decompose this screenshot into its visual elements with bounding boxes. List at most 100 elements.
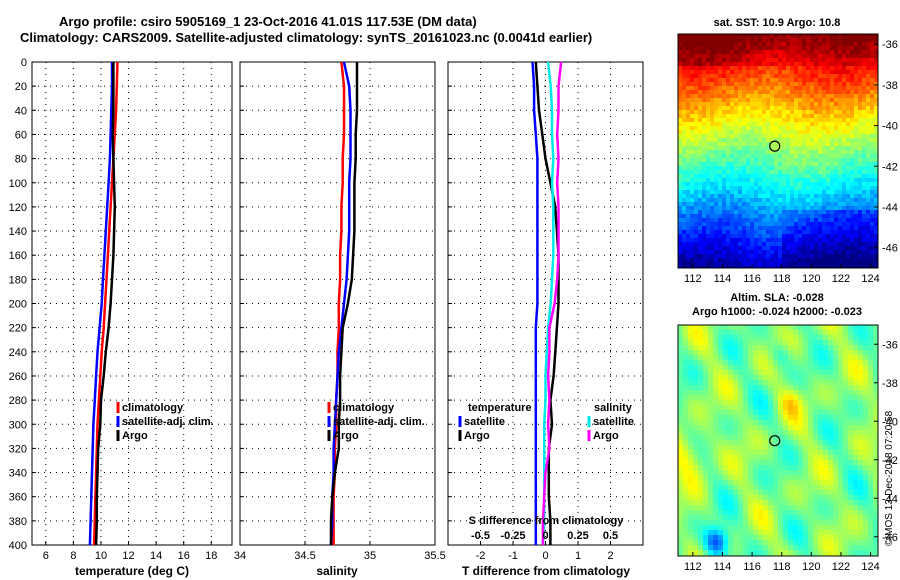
map-cell (823, 455, 829, 461)
map-cell (728, 430, 734, 436)
map-cell (748, 440, 754, 446)
map-cell (863, 390, 869, 396)
map-cell (678, 370, 684, 376)
map-cell (802, 62, 807, 67)
map-cell (842, 90, 847, 95)
map-cell (783, 380, 789, 386)
map-cell (810, 222, 815, 227)
map-cell (782, 222, 787, 227)
map-cell (722, 234, 727, 239)
map-cell (870, 126, 875, 131)
map-cell (698, 258, 703, 263)
map-cell (742, 202, 747, 207)
map-cell (858, 154, 863, 159)
map-cell (863, 485, 869, 491)
map-cell (734, 194, 739, 199)
map-cell (734, 230, 739, 235)
map-cell (698, 222, 703, 227)
map-cell (698, 530, 704, 536)
map-cell (766, 266, 771, 269)
map-cell (790, 110, 795, 115)
map-cell (708, 380, 714, 386)
map-cell (846, 90, 851, 95)
map-cell (790, 254, 795, 259)
map-cell (743, 475, 749, 481)
map-cell (778, 525, 784, 531)
map-cell (746, 46, 751, 51)
map-cell (678, 106, 683, 111)
map-cell (686, 250, 691, 255)
map-cell (862, 214, 867, 219)
map-cell (738, 455, 744, 461)
map-cell (874, 198, 879, 203)
map-cell (842, 234, 847, 239)
map-cell (838, 206, 843, 211)
map-cell (754, 114, 759, 119)
map-cell (682, 134, 687, 139)
map-cell (738, 262, 743, 267)
map-cell (806, 110, 811, 115)
map-cell (718, 146, 723, 151)
map-cell (774, 258, 779, 263)
map-cell (826, 258, 831, 263)
map-cell (818, 118, 823, 123)
map-cell (698, 198, 703, 203)
map-cell (762, 38, 767, 43)
map-cell (698, 214, 703, 219)
map-cell (810, 234, 815, 239)
map-cell (770, 186, 775, 191)
map-cell (790, 54, 795, 59)
map-cell (738, 420, 744, 426)
map-cell (813, 455, 819, 461)
map-cell (738, 154, 743, 159)
map-cell (762, 222, 767, 227)
map-cell (793, 420, 799, 426)
map-cell (710, 178, 715, 183)
map-cell (858, 420, 864, 426)
map-cell (726, 110, 731, 115)
map-cell (722, 222, 727, 227)
map-cell (702, 218, 707, 223)
map-cell (810, 202, 815, 207)
map-cell (738, 246, 743, 251)
map-cell (838, 425, 844, 431)
map-cell (770, 242, 775, 247)
map-cell (848, 460, 854, 466)
map-cell (830, 54, 835, 59)
map-cell (722, 86, 727, 91)
map-cell (843, 485, 849, 491)
map-cell (726, 230, 731, 235)
map-cell (858, 106, 863, 111)
map-cell (810, 142, 815, 147)
map-cell (778, 340, 784, 346)
map-cell (828, 410, 834, 416)
map-cell (714, 242, 719, 247)
map-cell (863, 500, 869, 506)
map-cell (863, 490, 869, 496)
map-cell (762, 202, 767, 207)
map-cell (848, 345, 854, 351)
map-cell (868, 490, 874, 496)
map-cell (682, 214, 687, 219)
map-cell (778, 202, 783, 207)
map-cell (714, 214, 719, 219)
map-cell (758, 222, 763, 227)
map-cell (790, 98, 795, 103)
map-cell (848, 480, 854, 486)
map-cell (686, 146, 691, 151)
map-cell (708, 330, 714, 336)
map-cell (758, 465, 764, 471)
map-cell (806, 154, 811, 159)
map-cell (782, 146, 787, 151)
map-cell (713, 510, 719, 516)
map-cell (870, 226, 875, 231)
map-cell (786, 54, 791, 59)
map-cell (706, 234, 711, 239)
map-cell (850, 98, 855, 103)
map-cell (868, 430, 874, 436)
map-cell (868, 415, 874, 421)
map-cell (818, 230, 823, 235)
map-cell (682, 38, 687, 43)
map-cell (708, 505, 714, 511)
map-cell (803, 395, 809, 401)
